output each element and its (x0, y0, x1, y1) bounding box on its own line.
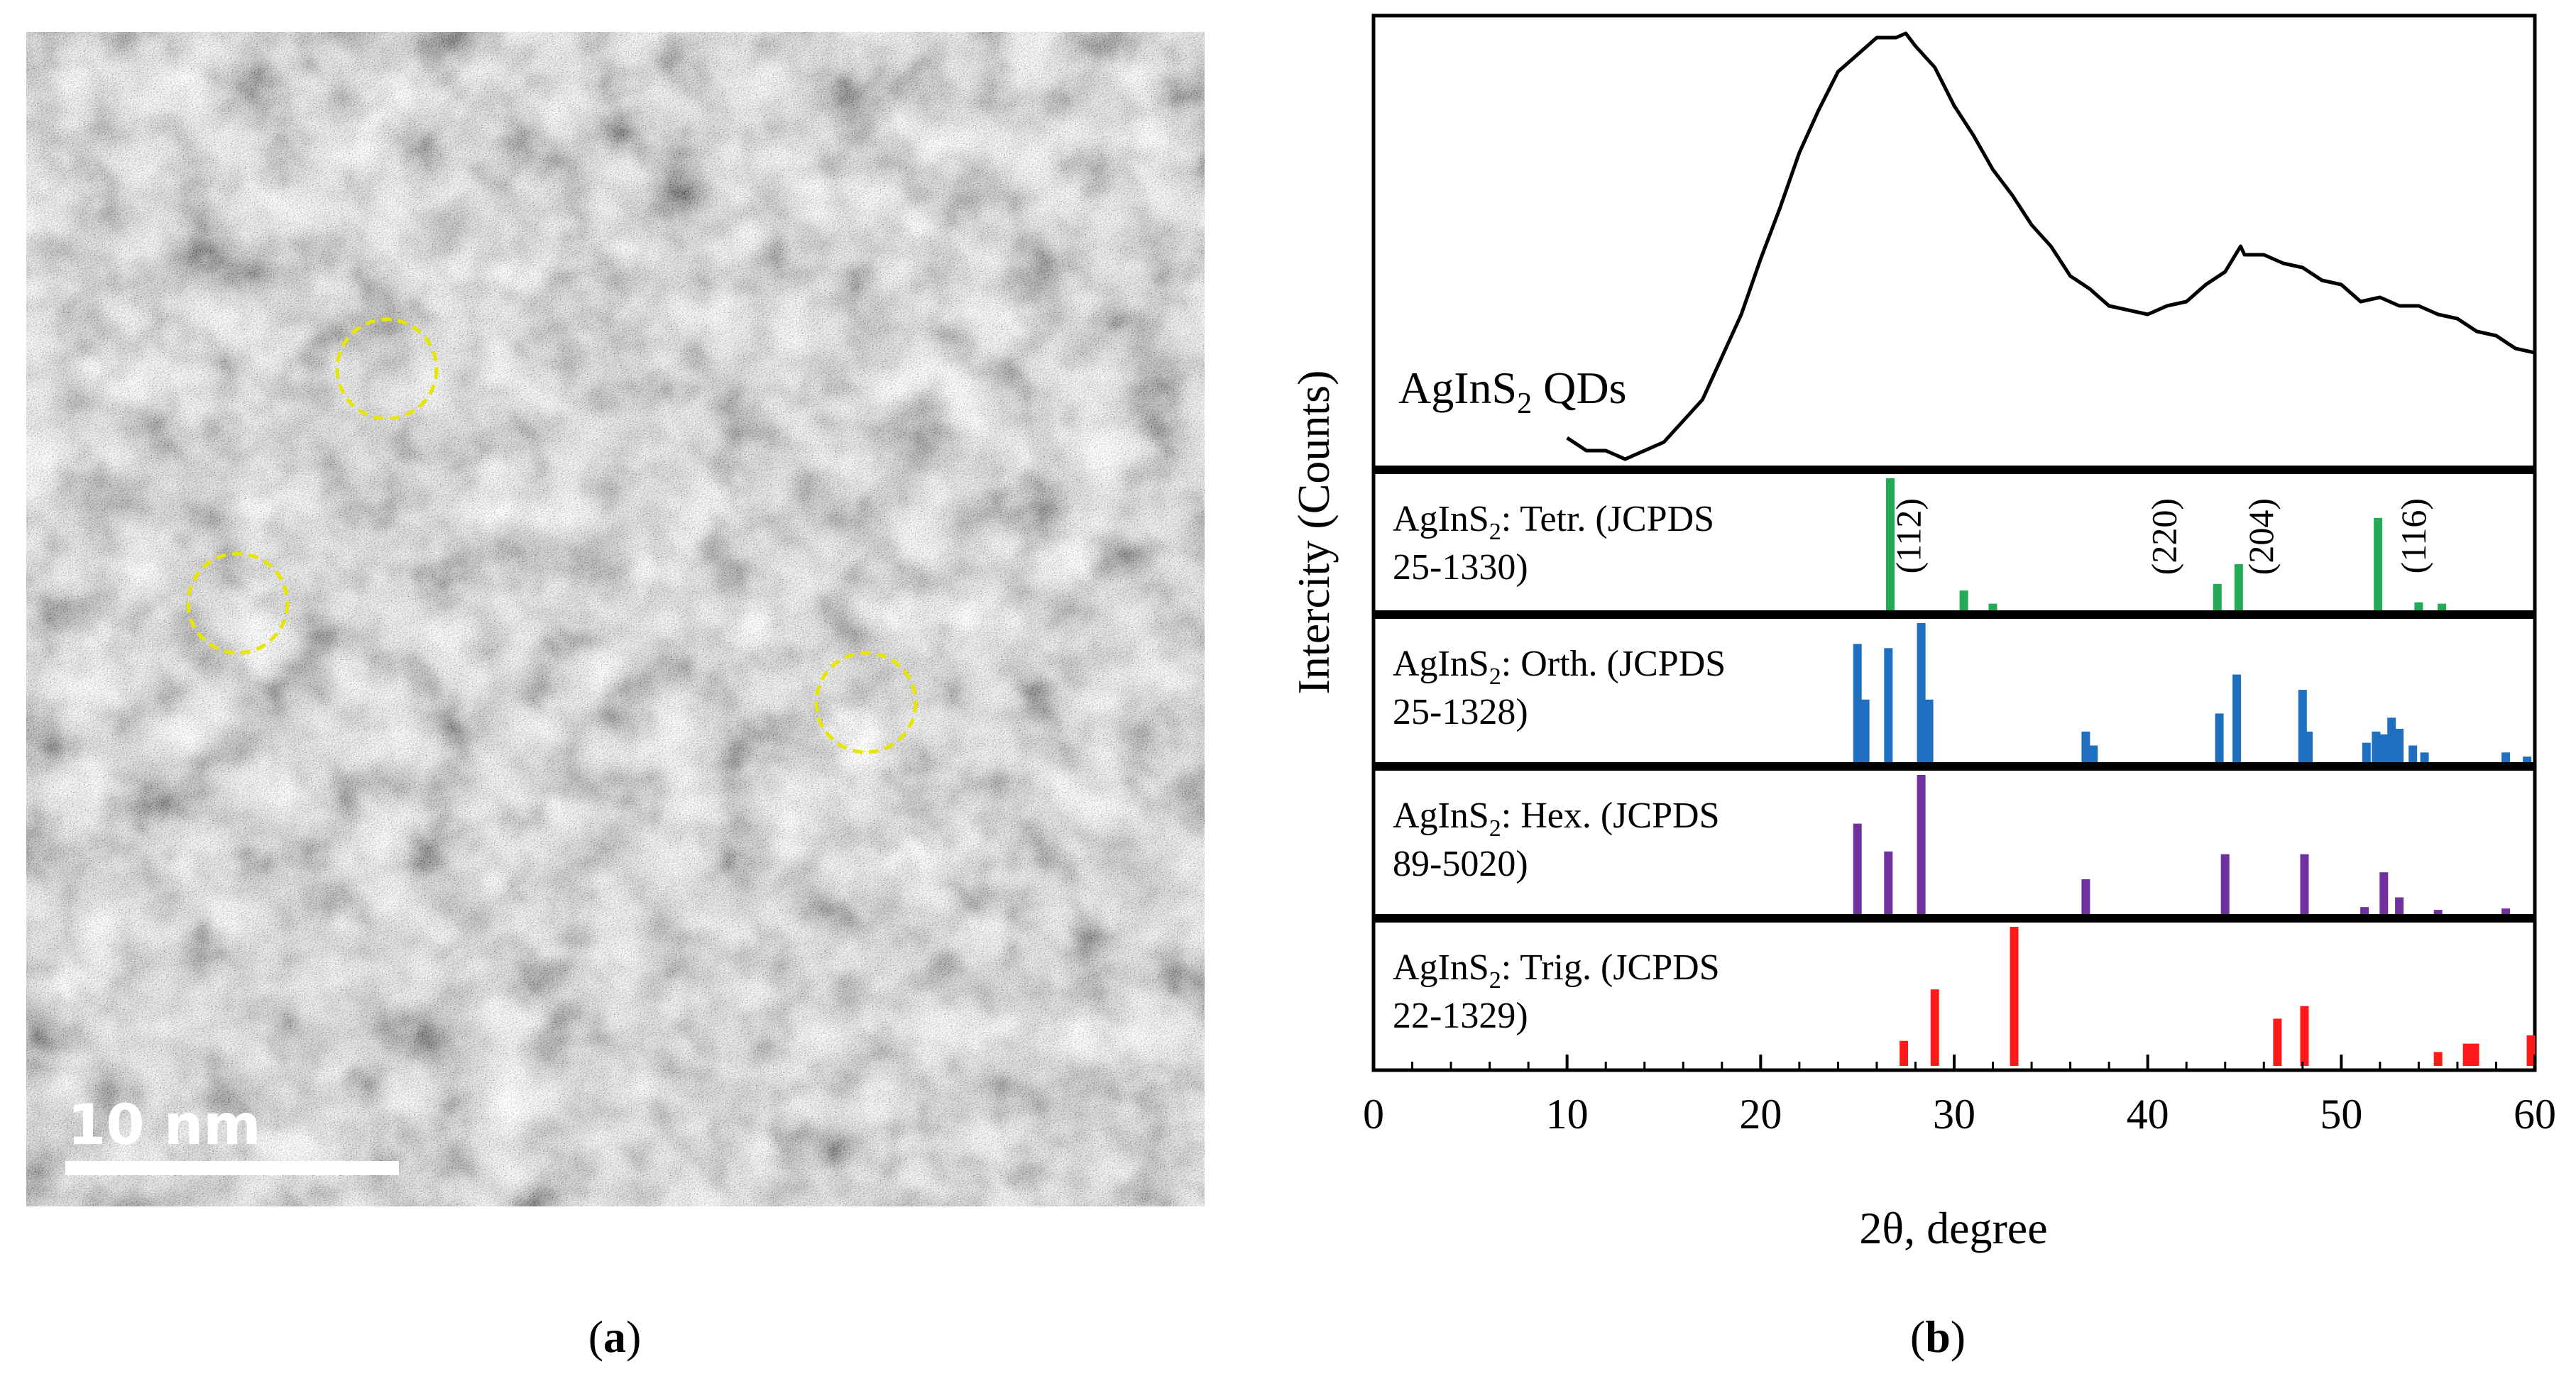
reference-peak-bar (2304, 731, 2313, 762)
tem-image (26, 32, 1205, 1206)
miller-index-label: (116) (2394, 498, 2433, 573)
reference-peak-bar (1930, 989, 1939, 1066)
reference-peak-bar (2089, 745, 2098, 762)
nanocrystal-highlights (186, 317, 918, 754)
reference-peak-bar (2501, 908, 2511, 914)
reference-pattern-label-line2: 89-5020) (1393, 844, 1528, 884)
reference-peak-bar (1884, 648, 1893, 762)
reference-peak-bar (2374, 517, 2383, 610)
reference-peak-bar (1886, 478, 1895, 610)
panel-a-label: (a) (588, 1311, 642, 1362)
reference-peak-bar (2213, 583, 2222, 610)
reference-peak-bar (2220, 854, 2230, 914)
reference-peak-bar (2433, 1052, 2443, 1066)
reference-peak-bar (2395, 729, 2404, 762)
reference-peak-bar (1853, 644, 1862, 762)
x-axis: 0 10 20 30 40 50 60 (1363, 1055, 2556, 1138)
reference-peak-bar (2010, 927, 2019, 1066)
reference-pattern-label: AgInS2: Hex. (JCPDS (1393, 796, 1720, 842)
measured-pattern-line (1566, 31, 2536, 461)
chart-marks (1566, 31, 2536, 1066)
highlight-circle (186, 551, 290, 655)
x-tick-label: 50 (2320, 1091, 2362, 1138)
reference-peak-bar (1884, 851, 1893, 914)
reference-pattern-label: AgInS2: Trig. (JCPDS (1393, 947, 1720, 994)
reference-peak-bar (1924, 699, 1934, 762)
x-axis-title: 2θ, degree (1859, 1203, 2047, 1253)
reference-pattern-label-line2: 25-1328) (1393, 692, 1528, 732)
reference-peak-bar (2433, 910, 2443, 914)
reference-peak-bar (2300, 854, 2309, 914)
reference-peak-bar (2501, 752, 2511, 762)
reference-peak-bar (2470, 1043, 2479, 1066)
reference-peak-bar (2081, 731, 2090, 762)
reference-pattern-label: AgInS2: Tetr. (JCPDS (1393, 499, 1714, 545)
reference-peak-bar (1917, 775, 1926, 914)
x-tick-label: 40 (2127, 1091, 2169, 1138)
x-tick-label: 60 (2514, 1091, 2556, 1138)
reference-peak-bar (2215, 713, 2224, 762)
reference-peak-bar (2360, 907, 2369, 914)
reference-peak-bar (2414, 602, 2423, 610)
y-axis-title: Intercity (Counts) (1288, 370, 1339, 695)
x-tick-label: 10 (1546, 1091, 1589, 1138)
scale-bar-label: 10 nm (67, 1094, 261, 1157)
highlight-circle (814, 651, 918, 754)
reference-pattern-label-line2: 22-1329) (1393, 996, 1528, 1036)
miller-index-label: (220) (2144, 498, 2184, 575)
measured-series-label: AgInS2 QDs (1398, 363, 1626, 420)
reference-pattern-label: AgInS2: Orth. (JCPDS (1393, 644, 1726, 690)
reference-peak-bar (2379, 734, 2389, 762)
reference-peak-bar (2438, 603, 2447, 610)
reference-peak-bar (2379, 872, 2389, 914)
reference-peak-bar (2273, 1018, 2282, 1066)
reference-pattern-label-line2: 25-1330) (1393, 547, 1528, 588)
panel-b-label: (b) (1910, 1311, 1966, 1362)
scale-bar (65, 1161, 399, 1175)
reference-peak-bar (1988, 603, 1997, 610)
reference-peak-bar (2526, 1035, 2536, 1066)
x-tick-label: 20 (1739, 1091, 1782, 1138)
reference-peak-bar (1917, 623, 1926, 762)
reference-peak-bar (2523, 756, 2532, 762)
reference-peak-bar (2081, 879, 2090, 914)
reference-peak-bar (2300, 1006, 2309, 1066)
miller-index-label: (204) (2241, 498, 2281, 575)
reference-peak-bar (1959, 590, 1968, 610)
reference-peak-bar (1860, 699, 1870, 762)
tem-micrograph-panel: 10 nm (26, 32, 1205, 1206)
reference-peak-bar (1900, 1040, 1909, 1066)
reference-peak-bar (2232, 674, 2242, 762)
x-tick-label: 30 (1933, 1091, 1975, 1138)
reference-peak-bar (2420, 752, 2429, 762)
x-tick-label: 0 (1363, 1091, 1384, 1138)
reference-peak-bar (2362, 742, 2371, 762)
reference-peak-bar (2387, 717, 2396, 762)
reference-peak-bar (2395, 897, 2404, 914)
reference-peak-bar (2234, 563, 2243, 610)
reference-peak-bar (2408, 745, 2418, 762)
reference-peak-bar (2462, 1043, 2472, 1066)
highlight-circle (335, 317, 439, 421)
miller-index-label: (112) (1889, 498, 1929, 573)
reference-peak-bar (1853, 823, 1862, 914)
reference-peak-bar (2372, 731, 2381, 762)
